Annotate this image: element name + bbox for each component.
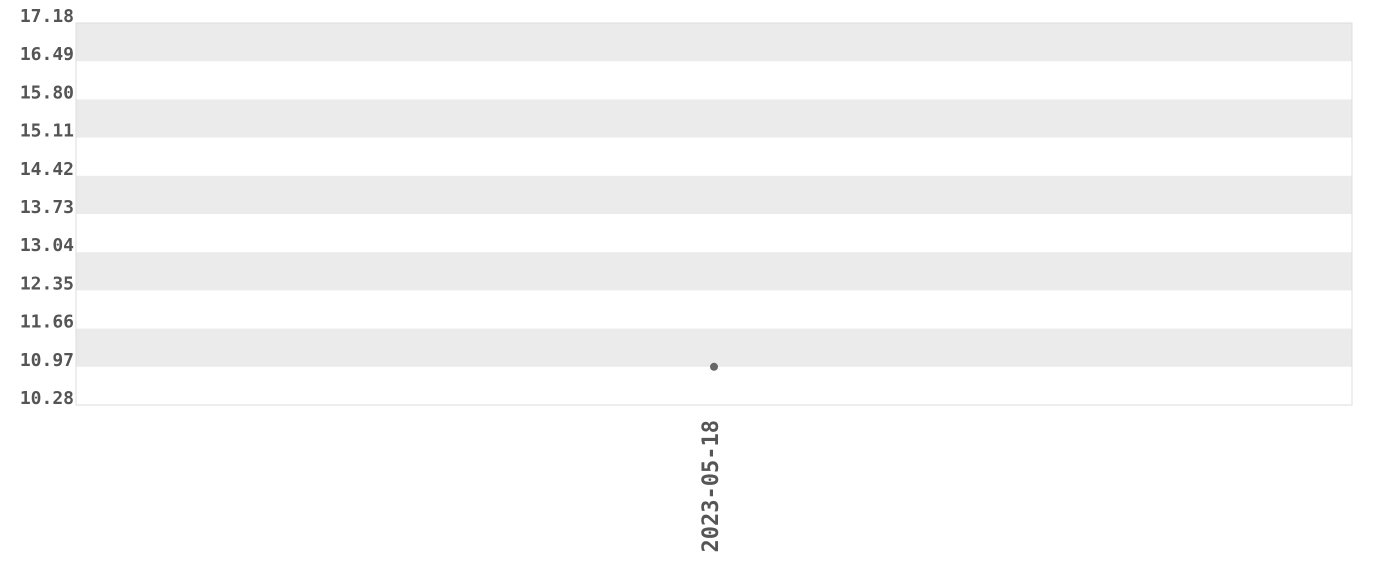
y-tick-label: 10.28 xyxy=(20,388,74,409)
y-tick-label: 12.35 xyxy=(20,273,74,294)
data-point[interactable] xyxy=(710,362,718,371)
grid-band xyxy=(76,99,1352,138)
y-tick-label: 15.11 xyxy=(20,121,74,142)
x-tick-label: 2023-05-18 xyxy=(699,420,724,552)
y-tick-label: 13.73 xyxy=(20,197,74,218)
grid-band xyxy=(76,252,1352,291)
plot-area-border xyxy=(75,22,1353,406)
y-tick-label: 14.42 xyxy=(20,159,74,180)
grid-band xyxy=(76,175,1352,214)
y-tick-label: 13.04 xyxy=(20,235,74,256)
grid-band xyxy=(76,23,1352,62)
y-tick-label: 15.80 xyxy=(20,82,74,103)
grid-band xyxy=(76,328,1352,367)
y-tick-label: 16.49 xyxy=(20,44,74,65)
y-tick-label: 17.18 xyxy=(20,6,74,27)
y-tick-label: 11.66 xyxy=(20,312,74,333)
y-tick-label: 10.97 xyxy=(20,350,74,371)
